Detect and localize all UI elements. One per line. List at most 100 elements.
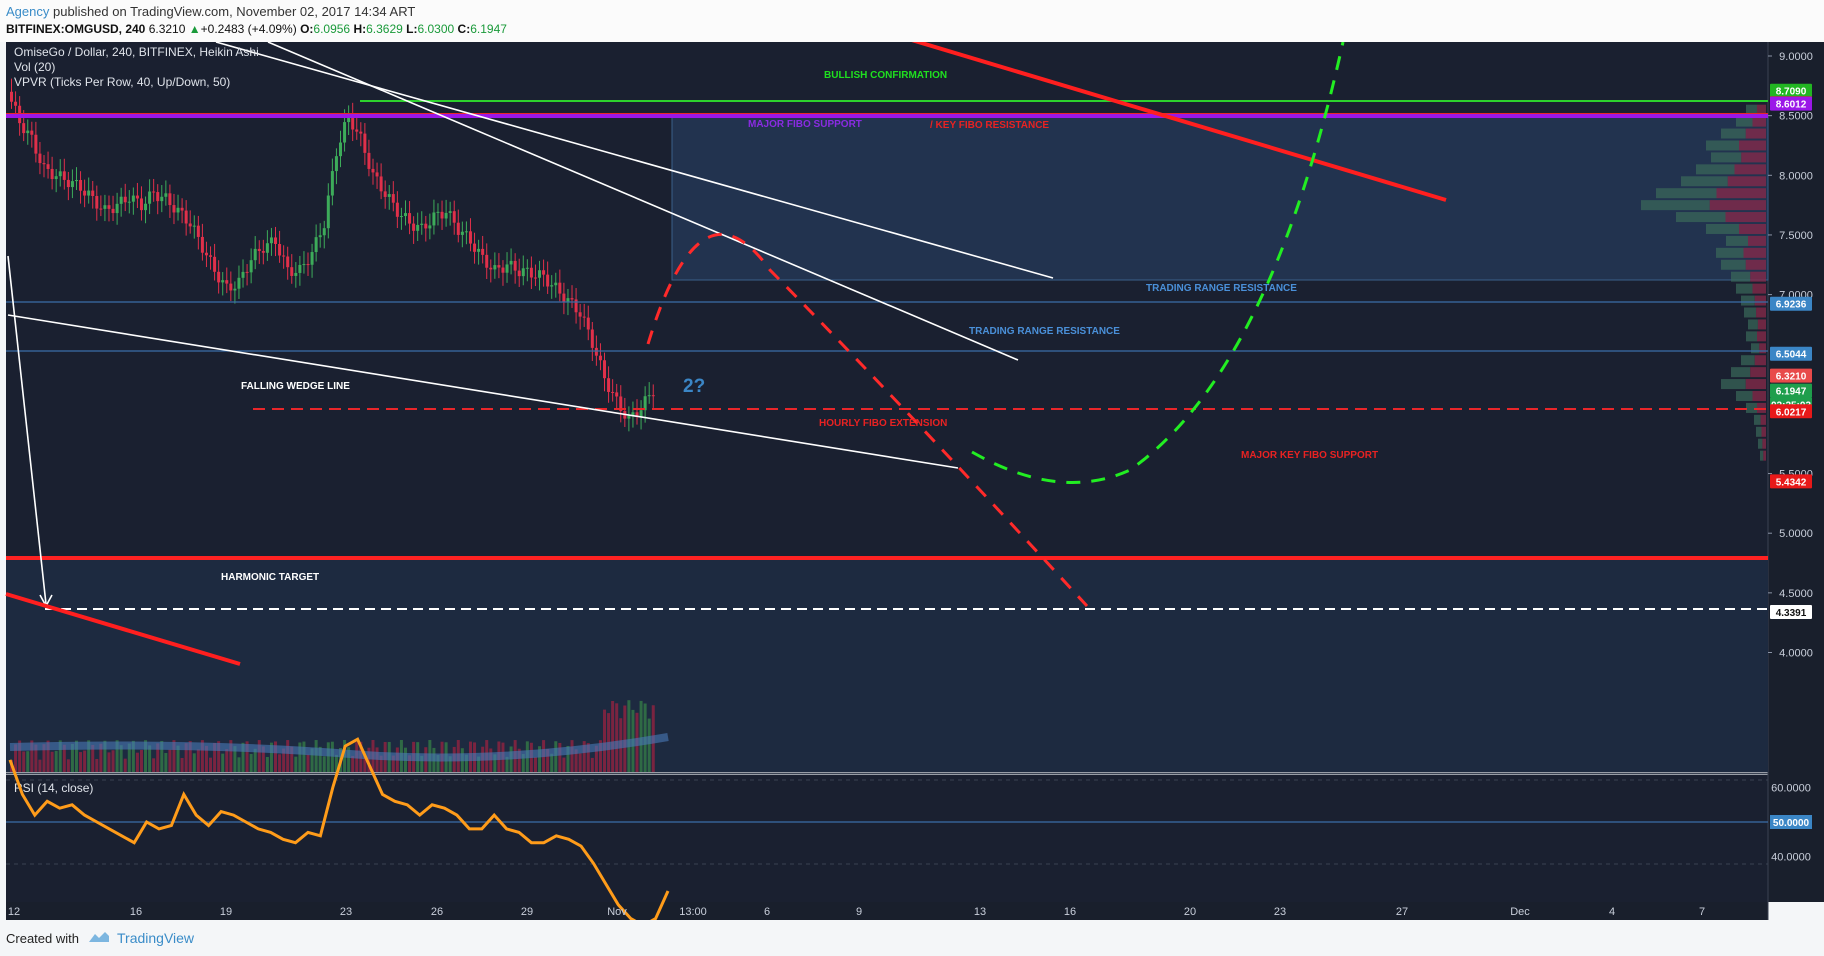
candle-body: [87, 190, 91, 196]
fibo-zone-box[interactable]: [671, 116, 1769, 281]
price-scale[interactable]: [1768, 42, 1824, 902]
support-zone: [6, 558, 1768, 772]
price-tick-label: 4.0000: [1779, 648, 1813, 660]
candle-body: [257, 248, 261, 252]
vpvr-bar-down: [1743, 247, 1766, 258]
candle-body: [643, 396, 647, 411]
trading-range-label-1: TRADING RANGE RESISTANCE: [1146, 283, 1297, 294]
rsi-badge: [1770, 815, 1812, 829]
vpvr-bar-down: [1757, 319, 1766, 330]
candle-body: [10, 91, 13, 102]
publisher-link[interactable]: Agency: [6, 4, 50, 19]
volume-bar: [66, 759, 70, 772]
volume-bar: [286, 740, 290, 772]
rsi-line[interactable]: [8, 737, 670, 920]
price-tick-label: 7.5000: [1779, 230, 1813, 242]
candle-body: [420, 223, 424, 225]
volume-bar: [221, 753, 225, 772]
volume-bar: [326, 742, 330, 772]
vpvr-bar-up: [1760, 450, 1764, 461]
time-tick-label: 13:00: [679, 906, 707, 918]
volume-bar: [156, 743, 160, 772]
low-value: 6.0300: [417, 22, 455, 36]
vpvr-bar-down: [1754, 355, 1766, 366]
candle-body: [538, 270, 542, 278]
vpvr-bar-up: [1756, 426, 1762, 437]
volume-bar: [594, 745, 598, 772]
candles: [10, 78, 655, 432]
upper-trendline-1[interactable]: [215, 42, 1054, 279]
bullish-projection-path[interactable]: [971, 42, 1345, 484]
upper-trendline-2[interactable]: [267, 42, 1019, 361]
candle-body: [574, 299, 578, 313]
vpvr-bar-down: [1741, 152, 1766, 163]
tradingview-link[interactable]: TradingView: [117, 930, 195, 946]
time-scale[interactable]: [6, 902, 1768, 920]
vpvr-bar-down: [1757, 331, 1766, 342]
candle-body: [339, 142, 342, 157]
last-price: 6.3210: [148, 22, 186, 36]
volume-bar: [123, 758, 127, 772]
candle-body: [631, 412, 635, 416]
bearish-projection-path[interactable]: [646, 232, 1089, 608]
time-tick-label: 27: [1396, 906, 1408, 918]
time-tick-label: 4: [1609, 906, 1615, 918]
candle-body: [241, 271, 245, 278]
time-tick-label: 23: [340, 906, 352, 918]
volume-bar: [135, 752, 139, 772]
volume-bar: [225, 749, 229, 772]
candle-body: [99, 208, 103, 210]
candle-body: [607, 378, 611, 392]
candle-body: [501, 267, 505, 273]
volume-bar: [379, 755, 383, 772]
volume-bar: [200, 740, 204, 772]
volume-bar: [351, 755, 355, 772]
chart-canvas[interactable]: BULLISH CONFIRMATION MAJOR FIBO SUPPORT …: [0, 42, 1824, 920]
volume-bar: [131, 740, 135, 772]
candle-body: [493, 265, 497, 270]
candle-body: [542, 270, 546, 275]
vpvr-bar-down: [1745, 259, 1766, 270]
candle-body: [343, 122, 347, 143]
vpvr-bar-up: [1758, 438, 1763, 449]
candle-body: [290, 267, 294, 276]
candle-body: [50, 168, 54, 180]
vpvr-bar-down: [1739, 223, 1766, 234]
falling-wedge-line[interactable]: [7, 314, 959, 469]
rsi-pane[interactable]: [6, 775, 1768, 902]
volume-bar: [269, 742, 273, 772]
vpvr-bar-up: [1736, 116, 1753, 127]
price-tick-label: 8.0000: [1779, 170, 1813, 182]
harmonic-arrow-line[interactable]: [7, 255, 47, 605]
time-axis-ticks: 12 16 19 23 26 29 Nov 13:00 6 9 13 16 20 23 27 Dec 4 7: [8, 906, 1705, 918]
price-badge-label: 8.7090: [1776, 87, 1807, 98]
vpvr-bar-down: [1734, 164, 1766, 175]
candle-body: [590, 329, 594, 348]
volume-bar: [590, 757, 594, 772]
candle-body: [83, 190, 87, 196]
candle-body: [428, 225, 432, 229]
vpvr-bar-up: [1754, 414, 1761, 425]
candle-body: [176, 207, 180, 213]
candle-body: [448, 211, 452, 213]
candle-body: [318, 235, 322, 238]
candle-body: [30, 130, 34, 135]
time-tick-label: 19: [220, 906, 232, 918]
candle-body: [54, 176, 58, 180]
publish-text: published on TradingView.com, November 0…: [49, 4, 416, 19]
price-badge-label: 8.6012: [1776, 100, 1807, 111]
price-badge: [1770, 605, 1812, 620]
volume-bar: [533, 757, 537, 772]
candle-body: [355, 129, 359, 132]
red-trendline-bottom[interactable]: [5, 592, 241, 666]
candle-body: [310, 252, 314, 265]
candle-body: [314, 237, 318, 253]
red-resistance-trendline[interactable]: [905, 42, 1447, 202]
candle-body: [481, 248, 485, 255]
volume-bar: [367, 747, 371, 772]
candle-body: [168, 193, 172, 206]
candle-body: [131, 195, 135, 202]
candle-body: [245, 271, 249, 273]
candle-body: [647, 395, 651, 397]
candle-body: [635, 412, 639, 418]
